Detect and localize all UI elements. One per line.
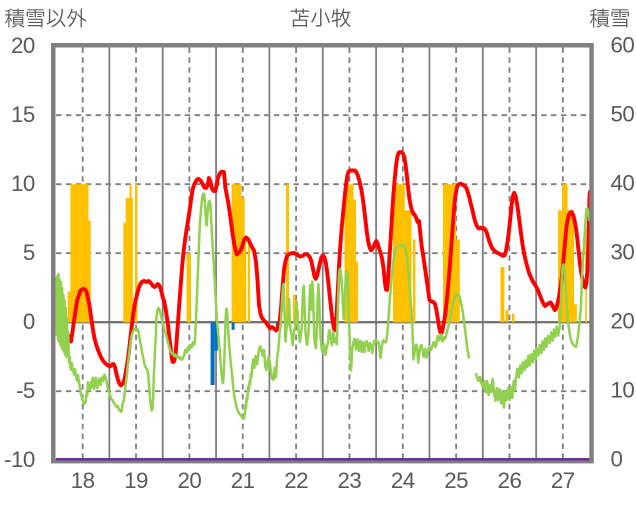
svg-text:-10: -10 — [4, 447, 35, 472]
svg-text:27: 27 — [551, 468, 575, 493]
svg-text:5: 5 — [23, 240, 35, 265]
svg-text:30: 30 — [611, 240, 635, 265]
svg-text:26: 26 — [498, 468, 522, 493]
svg-text:0: 0 — [611, 447, 623, 472]
svg-text:20: 20 — [611, 309, 635, 334]
svg-text:25: 25 — [444, 468, 468, 493]
svg-text:60: 60 — [611, 33, 635, 58]
svg-text:20: 20 — [177, 468, 201, 493]
svg-text:22: 22 — [284, 468, 308, 493]
svg-text:10: 10 — [611, 378, 635, 403]
svg-text:50: 50 — [611, 102, 635, 127]
svg-text:15: 15 — [11, 102, 35, 127]
svg-text:-5: -5 — [16, 378, 35, 403]
svg-text:20: 20 — [11, 33, 35, 58]
svg-text:19: 19 — [124, 468, 148, 493]
svg-text:10: 10 — [11, 171, 35, 196]
svg-text:23: 23 — [337, 468, 361, 493]
svg-text:21: 21 — [231, 468, 255, 493]
svg-text:0: 0 — [23, 309, 35, 334]
svg-text:40: 40 — [611, 171, 635, 196]
svg-text:24: 24 — [391, 468, 415, 493]
svg-text:18: 18 — [71, 468, 95, 493]
